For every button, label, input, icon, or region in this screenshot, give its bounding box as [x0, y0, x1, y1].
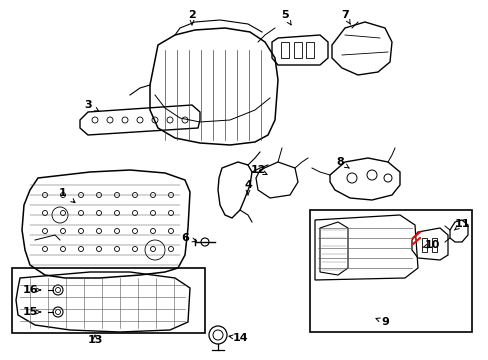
Text: 8: 8 — [335, 157, 343, 167]
Text: 5: 5 — [281, 10, 288, 20]
Text: 15: 15 — [22, 307, 38, 317]
Text: 2: 2 — [188, 10, 196, 20]
Text: 13: 13 — [87, 335, 102, 345]
Text: 10: 10 — [424, 240, 439, 250]
Text: 1: 1 — [59, 188, 67, 198]
Bar — [421, 238, 426, 252]
Text: 4: 4 — [244, 180, 251, 190]
Bar — [431, 238, 436, 252]
Text: 12: 12 — [250, 165, 265, 175]
Text: 14: 14 — [232, 333, 247, 343]
Bar — [309, 210, 471, 332]
Bar — [293, 42, 302, 58]
Text: 9: 9 — [380, 317, 388, 327]
Text: 16: 16 — [22, 285, 38, 295]
Bar — [281, 42, 288, 58]
Bar — [12, 268, 204, 333]
Text: 11: 11 — [453, 219, 469, 229]
Text: 3: 3 — [84, 100, 92, 110]
Text: 7: 7 — [341, 10, 348, 20]
Bar — [305, 42, 313, 58]
Text: 6: 6 — [181, 233, 188, 243]
